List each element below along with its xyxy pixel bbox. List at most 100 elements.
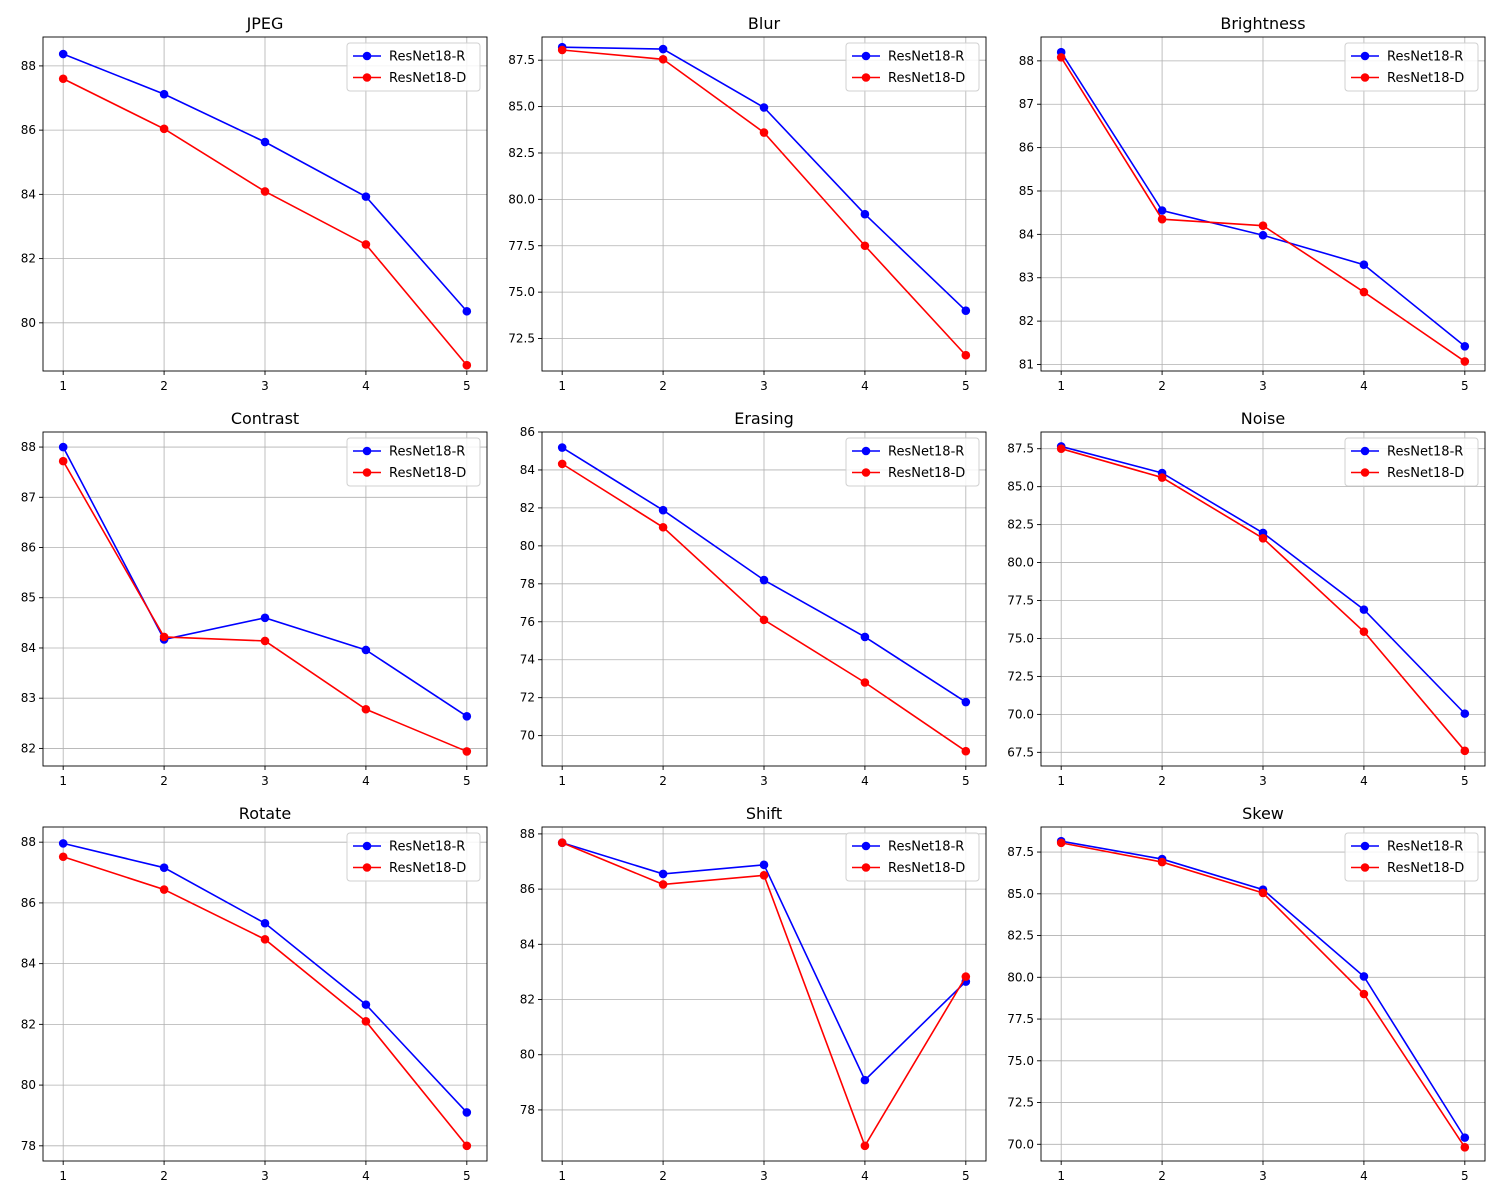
y-tick-label: 81 xyxy=(1019,357,1034,371)
data-point-resnet18-d xyxy=(961,350,971,360)
y-tick-label: 84 xyxy=(21,957,36,971)
legend-label: ResNet18-D xyxy=(389,71,466,86)
data-point-resnet18-r xyxy=(361,645,371,655)
legend-marker xyxy=(861,51,871,61)
data-point-resnet18-r xyxy=(361,1000,371,1009)
legend-label: ResNet18-R xyxy=(888,445,964,460)
panel-contrast: Contrast 1 2 3 4 5 82 83 84 85 86 87 88 ResNet18-R Res… xyxy=(21,409,488,788)
panel-skew: Skew 1 2 3 4 5 70.0 72.5 75.0 77.5 80.0 82.5 85.0 87.… xyxy=(1007,804,1486,1183)
data-point-resnet18-r xyxy=(1460,341,1470,351)
data-point-resnet18-d xyxy=(58,74,68,84)
data-point-resnet18-d xyxy=(557,45,567,55)
data-point-resnet18-d xyxy=(759,128,769,137)
data-point-resnet18-d xyxy=(1258,888,1268,898)
data-point-resnet18-r xyxy=(658,505,668,515)
data-point-resnet18-d xyxy=(58,852,68,862)
data-point-resnet18-d xyxy=(1157,214,1167,224)
data-point-resnet18-r xyxy=(1359,260,1369,270)
data-point-resnet18-r xyxy=(361,192,371,201)
legend-marker xyxy=(362,51,372,61)
data-point-resnet18-r xyxy=(860,1075,870,1085)
data-point-resnet18-d xyxy=(462,360,472,370)
data-point-resnet18-d xyxy=(1258,221,1268,230)
y-tick-label: 82 xyxy=(21,741,36,755)
legend-label: ResNet18-D xyxy=(888,71,965,86)
y-tick-label: 88 xyxy=(1019,54,1034,68)
data-point-resnet18-r xyxy=(759,860,769,870)
y-tick-label: 87 xyxy=(1019,97,1034,111)
data-point-resnet18-r xyxy=(658,44,668,54)
data-point-resnet18-d xyxy=(557,459,567,469)
panel-title: Noise xyxy=(1241,409,1285,428)
data-point-resnet18-d xyxy=(1056,838,1066,848)
x-tick-label: 2 xyxy=(160,1169,168,1183)
legend-marker xyxy=(861,468,871,477)
panel-title: Blur xyxy=(748,14,781,33)
panel-jpeg: JPEG 1 2 3 4 5 80 82 84 86 88 ResNet18-R ResNet18-D xyxy=(21,14,488,393)
y-tick-label: 82 xyxy=(21,1017,36,1031)
y-tick-label: 77.5 xyxy=(1007,594,1034,608)
data-point-resnet18-d xyxy=(159,885,169,894)
data-point-resnet18-d xyxy=(860,1141,870,1151)
y-tick-label: 85.0 xyxy=(1007,887,1034,901)
y-tick-label: 86 xyxy=(21,896,36,910)
panel-erasing: Erasing 1 2 3 4 5 70 72 74 76 78 80 82 84 86 ResNet18-R… xyxy=(520,409,987,788)
legend-label: ResNet18-D xyxy=(389,861,466,876)
legend-marker xyxy=(362,468,372,477)
data-point-resnet18-r xyxy=(961,697,971,707)
axes-frame xyxy=(1040,431,1486,767)
data-point-resnet18-d xyxy=(1157,857,1167,867)
panel-title: JPEG xyxy=(246,14,284,33)
y-tick-label: 86 xyxy=(520,425,535,439)
y-tick-label: 83 xyxy=(1019,271,1034,285)
data-point-resnet18-d xyxy=(658,522,668,532)
y-tick-label: 83 xyxy=(21,691,36,705)
legend-marker xyxy=(1360,73,1370,82)
y-tick-label: 77.5 xyxy=(1007,1012,1034,1026)
axes-frame xyxy=(1040,36,1486,372)
x-tick-label: 4 xyxy=(861,1169,869,1183)
y-tick-label: 84 xyxy=(21,641,36,655)
data-point-resnet18-d xyxy=(260,935,270,944)
legend-marker xyxy=(362,841,372,851)
y-tick-label: 70 xyxy=(520,729,535,743)
data-point-resnet18-d xyxy=(658,880,668,889)
y-tick-label: 82.5 xyxy=(508,146,535,160)
panel-blur: Blur 1 2 3 4 5 72.5 75.0 77.5 80.0 82.5 85.0 87.5 Res… xyxy=(508,14,987,393)
y-tick-label: 82 xyxy=(520,993,535,1007)
y-tick-label: 82 xyxy=(1019,314,1034,328)
x-tick-label: 4 xyxy=(861,379,869,393)
data-point-resnet18-r xyxy=(759,575,769,585)
legend-label: ResNet18-R xyxy=(1387,445,1463,460)
y-tick-label: 80 xyxy=(520,1048,535,1062)
data-point-resnet18-d xyxy=(557,838,567,848)
legend-label: ResNet18-R xyxy=(1387,840,1463,855)
x-tick-label: 2 xyxy=(1158,774,1166,788)
legend-box xyxy=(845,832,980,882)
x-tick-label: 1 xyxy=(558,379,566,393)
y-tick-label: 72.5 xyxy=(1007,669,1034,683)
legend-label: ResNet18-D xyxy=(888,466,965,481)
legend-marker xyxy=(861,73,871,82)
data-point-resnet18-d xyxy=(1056,53,1066,62)
y-tick-label: 85.0 xyxy=(1007,480,1034,494)
data-point-resnet18-r xyxy=(58,442,68,452)
x-tick-label: 2 xyxy=(659,1169,667,1183)
axes-frame xyxy=(541,36,987,372)
panel-shift: Shift 1 2 3 4 5 78 80 82 84 86 88 ResNet18-R ResNet18… xyxy=(520,804,987,1183)
x-tick-label: 1 xyxy=(1057,774,1065,788)
y-tick-label: 84 xyxy=(1019,227,1034,241)
x-tick-label: 3 xyxy=(261,379,269,393)
data-point-resnet18-d xyxy=(58,456,68,466)
data-point-resnet18-r xyxy=(260,137,270,147)
x-tick-label: 2 xyxy=(160,774,168,788)
legend-label: ResNet18-R xyxy=(888,840,964,855)
legend-label: ResNet18-R xyxy=(888,50,964,65)
axes-frame xyxy=(541,431,987,767)
y-tick-label: 86 xyxy=(21,123,36,137)
legend-label: ResNet18-D xyxy=(389,466,466,481)
data-point-resnet18-r xyxy=(462,711,472,721)
legend-label: ResNet18-D xyxy=(1387,466,1464,481)
data-point-resnet18-d xyxy=(462,747,472,756)
x-tick-label: 4 xyxy=(1360,774,1368,788)
